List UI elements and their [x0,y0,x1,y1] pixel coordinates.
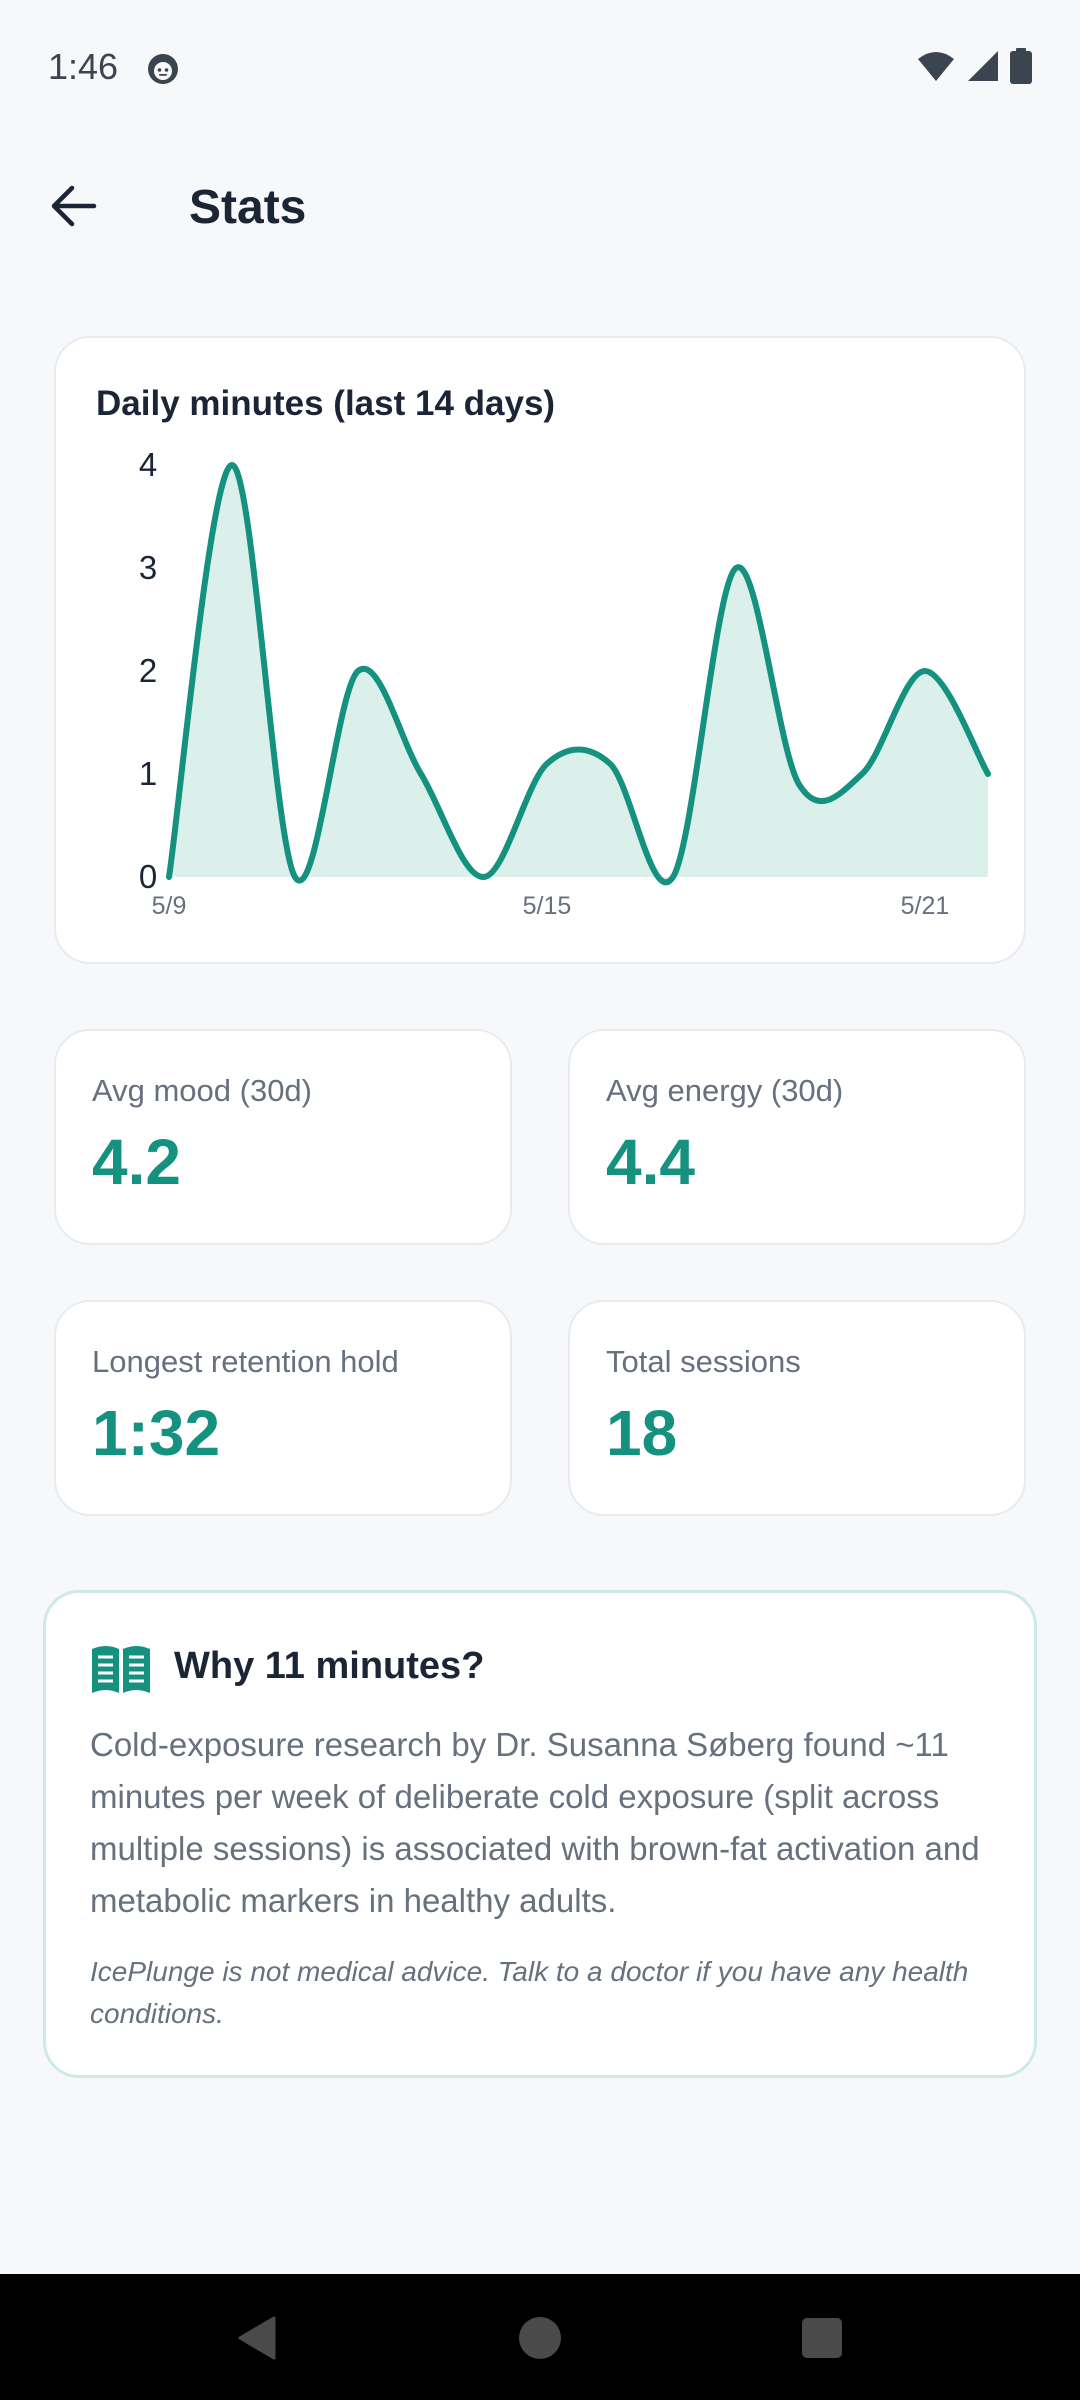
y-tick-label: 2 [139,652,157,689]
why-11-minutes-card: Why 11 minutes? Cold-exposure research b… [43,1590,1037,2078]
chart-area-fill [169,465,988,883]
stat-value: 18 [606,1397,678,1469]
battery-icon [1010,48,1032,89]
x-tick-label: 5/21 [901,892,950,920]
nav-recents-icon[interactable] [802,2318,842,2363]
y-tick-label: 1 [139,755,157,792]
stat-value: 1:32 [92,1397,221,1469]
stat-card-longest-retention: Longest retention hold 1:32 [54,1300,512,1516]
back-arrow-icon [50,184,98,233]
stat-card-total-sessions: Total sessions 18 [568,1300,1026,1516]
stat-label: Longest retention hold [92,1344,399,1379]
stat-label: Avg energy (30d) [606,1073,844,1108]
nav-home-icon[interactable] [518,2316,562,2365]
notification-face-icon [146,52,180,86]
status-time: 1:46 [48,46,119,87]
chart-series-line [166,462,991,885]
system-nav-bar [0,2274,1080,2400]
y-tick-label: 0 [139,858,157,895]
daily-minutes-chart: 0 1 2 3 4 5/9 5/15 5/21 [139,446,991,920]
stat-label: Avg mood (30d) [92,1073,312,1108]
status-bar: 1:46 [0,0,1080,136]
page-title: Stats [189,181,307,234]
x-tick-label: 5/15 [523,892,572,920]
daily-minutes-chart-card: Daily minutes (last 14 days) 0 1 2 3 4 5/9 5/1… [54,336,1026,964]
nav-back-icon[interactable] [236,2316,276,2365]
wifi-icon [916,49,956,88]
chart-title: Daily minutes (last 14 days) [96,384,556,423]
medical-disclaimer: IcePlunge is not medical advice. Talk to… [90,1956,969,2029]
back-button[interactable] [34,168,114,248]
x-tick-label: 5/9 [152,892,187,920]
stat-card-avg-energy: Avg energy (30d) 4.4 [568,1029,1026,1245]
info-body: Cold-exposure research by Dr. Susanna Sø… [90,1726,980,1919]
stat-label: Total sessions [606,1344,801,1379]
stat-value: 4.4 [606,1126,695,1198]
app-bar: Stats [0,160,1080,260]
y-tick-label: 4 [139,446,157,483]
info-title: Why 11 minutes? [174,1645,485,1687]
stat-value: 4.2 [92,1126,181,1198]
y-tick-label: 3 [139,549,157,586]
open-book-icon [90,1643,152,1695]
stat-card-avg-mood: Avg mood (30d) 4.2 [54,1029,512,1245]
signal-icon [966,49,1000,88]
